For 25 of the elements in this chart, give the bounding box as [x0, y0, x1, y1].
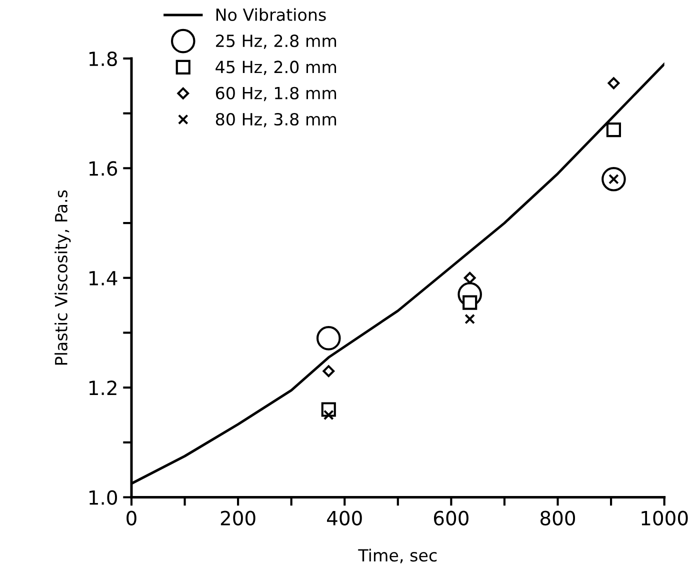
x-axis-title: Time, sec: [358, 548, 437, 564]
x-tick-label: 800: [540, 510, 576, 526]
x-tick-label: 400: [327, 510, 362, 526]
x-tick-label: 200: [220, 510, 256, 526]
point: [608, 77, 620, 90]
legend-label: 45 Hz, 2.0 mm: [216, 60, 336, 75]
x-tick-label: 600: [434, 510, 468, 526]
point: [464, 314, 476, 324]
legend-label: 60 Hz, 1.8 mm: [216, 86, 336, 102]
y-axis-title: Plastic Viscosity, Pa.s: [54, 190, 71, 365]
y-tick-label: 1.4: [90, 271, 118, 286]
point: [462, 295, 478, 310]
y-tick-label: 1.8: [90, 51, 117, 66]
x-tick-label: 0: [126, 510, 136, 526]
point: [322, 365, 335, 378]
point: [464, 272, 476, 284]
text: 1.0: [90, 490, 117, 505]
point: [316, 326, 341, 350]
legend-label: 25 Hz, 2.8 mm: [216, 34, 336, 49]
point: [606, 122, 621, 138]
legend-label: No Vibrations: [216, 8, 326, 22]
y-tick-label: 1.2: [90, 380, 116, 395]
x-tick-label: 1000: [642, 510, 688, 526]
legend-label: 80 Hz, 3.8 mm: [216, 112, 336, 128]
y-tick-label: 1.6: [90, 161, 118, 176]
